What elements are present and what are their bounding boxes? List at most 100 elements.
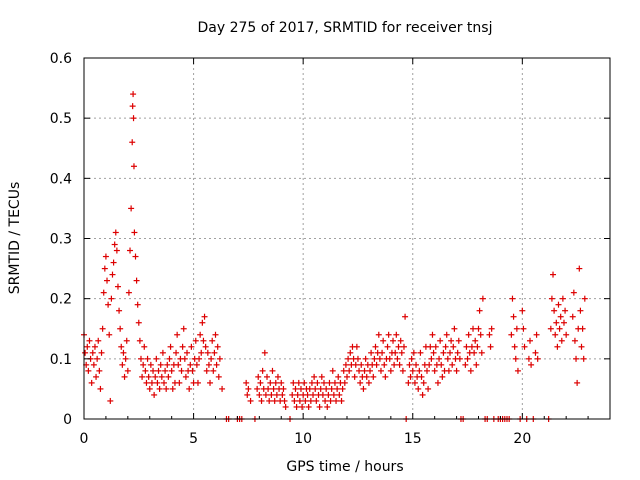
data-point xyxy=(361,367,368,374)
data-point xyxy=(400,343,407,350)
data-point xyxy=(122,355,129,362)
data-point xyxy=(160,379,167,386)
data-point xyxy=(129,103,136,110)
data-point xyxy=(437,337,444,344)
data-point xyxy=(85,367,92,374)
data-point xyxy=(532,349,539,356)
y-tick-label: 0 xyxy=(63,412,72,428)
data-point xyxy=(84,343,91,350)
data-point xyxy=(316,403,323,410)
data-point xyxy=(555,301,562,308)
data-point xyxy=(106,331,113,338)
data-point xyxy=(563,331,570,338)
data-point xyxy=(386,355,393,362)
data-point xyxy=(278,379,285,386)
data-point xyxy=(116,307,123,314)
data-point xyxy=(110,259,117,266)
data-point xyxy=(244,391,251,398)
x-tick-label: 15 xyxy=(404,431,422,447)
data-point xyxy=(519,307,526,314)
data-point xyxy=(463,343,470,350)
data-point xyxy=(202,343,209,350)
data-point xyxy=(100,289,107,296)
y-tick-label: 0.1 xyxy=(50,352,72,368)
data-point xyxy=(166,355,173,362)
data-point xyxy=(569,313,576,320)
data-point xyxy=(102,253,109,260)
data-point xyxy=(145,373,152,380)
data-point xyxy=(450,343,457,350)
data-point xyxy=(182,373,189,380)
data-point xyxy=(417,349,424,356)
data-point xyxy=(477,331,484,338)
y-tick-label: 0.5 xyxy=(50,111,72,127)
data-point xyxy=(373,361,380,368)
data-point xyxy=(454,349,461,356)
data-point xyxy=(358,361,365,368)
data-point xyxy=(279,391,286,398)
data-point xyxy=(91,343,98,350)
data-point xyxy=(180,325,187,332)
data-point xyxy=(269,367,276,374)
data-point xyxy=(376,355,383,362)
data-point xyxy=(488,325,495,332)
data-point xyxy=(551,307,558,314)
data-point xyxy=(330,391,337,398)
data-point xyxy=(199,319,206,326)
data-point xyxy=(528,361,535,368)
data-point xyxy=(573,355,580,362)
data-point xyxy=(323,385,330,392)
data-point xyxy=(447,349,454,356)
data-point xyxy=(305,403,312,410)
data-point xyxy=(198,349,205,356)
data-point xyxy=(431,367,438,374)
data-point xyxy=(308,379,315,386)
data-point xyxy=(420,379,427,386)
data-point xyxy=(322,397,329,404)
data-point xyxy=(410,349,417,356)
data-point xyxy=(130,91,137,98)
data-point xyxy=(360,385,367,392)
data-point xyxy=(438,361,445,368)
data-point xyxy=(111,241,118,248)
data-point xyxy=(194,379,201,386)
data-point xyxy=(258,397,265,404)
data-point xyxy=(327,397,334,404)
data-point xyxy=(93,373,100,380)
data-point xyxy=(379,349,386,356)
data-point xyxy=(430,349,437,356)
data-point xyxy=(340,367,347,374)
data-point xyxy=(391,361,398,368)
data-point xyxy=(395,343,402,350)
data-point xyxy=(82,349,89,356)
data-point xyxy=(128,205,135,212)
data-point xyxy=(576,265,583,272)
data-point xyxy=(254,385,261,392)
data-point xyxy=(272,379,279,386)
data-point xyxy=(189,367,196,374)
data-point xyxy=(219,385,226,392)
data-point xyxy=(311,373,318,380)
data-point xyxy=(267,379,274,386)
data-point xyxy=(112,229,119,236)
data-point xyxy=(192,337,199,344)
data-point xyxy=(527,337,534,344)
data-point xyxy=(342,361,349,368)
data-point xyxy=(455,337,462,344)
data-point xyxy=(579,325,586,332)
data-point xyxy=(108,295,115,302)
data-point xyxy=(243,379,250,386)
data-point xyxy=(140,361,147,368)
data-point xyxy=(141,343,148,350)
data-point xyxy=(164,361,171,368)
data-point xyxy=(306,385,313,392)
data-point xyxy=(261,349,268,356)
data-point xyxy=(557,313,564,320)
data-point xyxy=(313,397,320,404)
data-point xyxy=(339,385,346,392)
data-point xyxy=(153,355,160,362)
data-point xyxy=(118,343,125,350)
data-point xyxy=(509,295,516,302)
data-point xyxy=(317,385,324,392)
data-point xyxy=(556,325,563,332)
